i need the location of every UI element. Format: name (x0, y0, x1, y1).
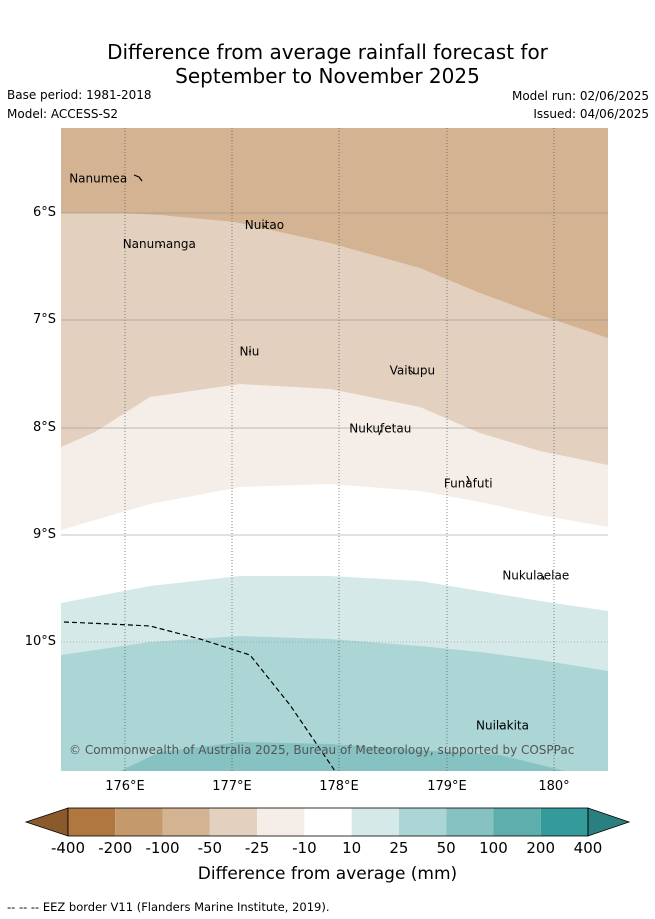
place-label-nukulaelae: Nukulaelae (502, 569, 569, 583)
colorbar-swatch (398, 808, 447, 836)
place-label-funafuti: Funafuti (444, 476, 493, 490)
footer-note: -- -- -- EEZ border V11 (Flanders Marine… (7, 900, 330, 914)
latitude-label: 9°S (32, 527, 56, 542)
colorbar-swatch (68, 808, 116, 836)
latitude-label: 7°S (32, 312, 56, 327)
latitude-label: 8°S (32, 420, 56, 435)
colorbar-tick-label: 400 (573, 839, 603, 857)
colorbar-tick-label: 25 (389, 839, 409, 857)
colorbar-swatch (209, 808, 258, 836)
title-line-2: September to November 2025 (175, 64, 480, 88)
place-label-vaitupu: Vaitupu (390, 364, 436, 378)
colorbar-low-arrow (24, 807, 69, 837)
colorbar-tick-label: -10 (292, 839, 317, 857)
band-50-to-100 (120, 742, 565, 771)
colorbar-swatch (304, 808, 352, 836)
base-period: Base period: 1981-2018 (7, 88, 152, 102)
longitude-label: 180° (538, 779, 570, 794)
colorbar-swatch (493, 808, 541, 836)
title-line-1: Difference from average rainfall forecas… (107, 40, 548, 64)
longitude-gridlines (124, 128, 555, 771)
place-label-nuilakita: Nuilakita (476, 719, 529, 733)
map-area: Nanumea Nuitao Nanumanga Niu Vaitupu Nukufeta… (61, 128, 608, 771)
longitude-label: 177°E (212, 779, 252, 794)
colorbar-tick-label: -50 (197, 839, 223, 857)
latitude-label: 10°S (24, 634, 56, 649)
colorbar-tick-label: -400 (50, 839, 86, 857)
colorbar-tick-label: -200 (98, 839, 133, 857)
colorbar-swatch (446, 808, 494, 836)
place-label-nukufetau: Nukufetau (349, 422, 411, 436)
colorbar-tick-label: 200 (526, 839, 556, 857)
colorbar-swatch (540, 808, 588, 836)
band-25-to-50 (61, 636, 608, 771)
colorbar-tick-label: 10 (342, 839, 362, 857)
colorbar-tick-label: 100 (479, 839, 508, 857)
colorbar-swatch (351, 808, 399, 836)
colorbar-frame (67, 807, 589, 837)
island-shapes (133, 174, 545, 727)
colorbar-swatch (162, 808, 210, 836)
longitude-label: 176°E (105, 779, 145, 794)
longitude-label: 179°E (427, 779, 467, 794)
colorbar (24, 807, 631, 837)
model-name: Model: ACCESS-S2 (7, 107, 119, 121)
longitude-label: 178°E (319, 779, 359, 794)
place-label-niu: Niu (239, 344, 259, 358)
latitude-label: 6°S (32, 205, 56, 220)
latitude-gridlines (61, 212, 608, 643)
colorbar-high-arrow (587, 807, 631, 837)
place-label-nanumanga: Nanumanga (123, 237, 196, 251)
colorbar-tick-label: 50 (436, 839, 456, 857)
eez-border (63, 621, 336, 771)
place-label-nuitao: Nuitao (245, 218, 284, 232)
model-run: Model run: 02/06/2025 (511, 89, 649, 103)
copyright-notice: © Commonwealth of Australia 2025, Bureau… (69, 743, 574, 757)
issued-date: Issued: 04/06/2025 (533, 107, 649, 121)
map-title: Difference from average rainfall forecas… (0, 40, 655, 88)
colorbar-swatch (257, 808, 305, 836)
colorbar-title: Difference from average (mm) (197, 864, 458, 884)
place-labels: Nanumea Nuitao Nanumanga Niu Vaitupu Nukufeta… (69, 172, 569, 733)
place-label-nanumea: Nanumea (69, 172, 127, 186)
colorbar-swatch (115, 808, 163, 836)
colorbar-tick-label: -25 (244, 839, 270, 857)
colorbar-tick-label: -100 (145, 839, 180, 857)
